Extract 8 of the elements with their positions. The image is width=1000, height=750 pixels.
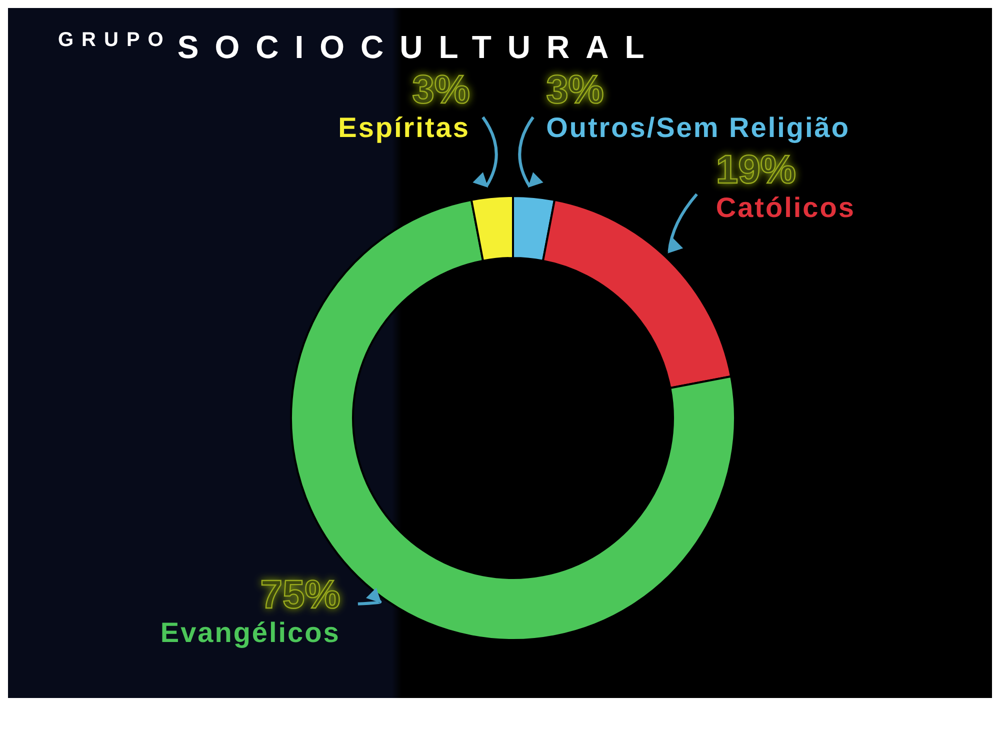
slice-label: Evangélicos <box>160 617 340 648</box>
slice-label: Católicos <box>716 192 856 224</box>
slice-label: Outros/Sem Religião <box>546 112 850 144</box>
data-label: 3% <box>546 68 604 112</box>
data-label: 3% <box>412 68 470 112</box>
slice-label: Espíritas <box>338 112 470 144</box>
data-label: 75% <box>260 573 340 618</box>
data-label: 19% <box>716 148 796 192</box>
